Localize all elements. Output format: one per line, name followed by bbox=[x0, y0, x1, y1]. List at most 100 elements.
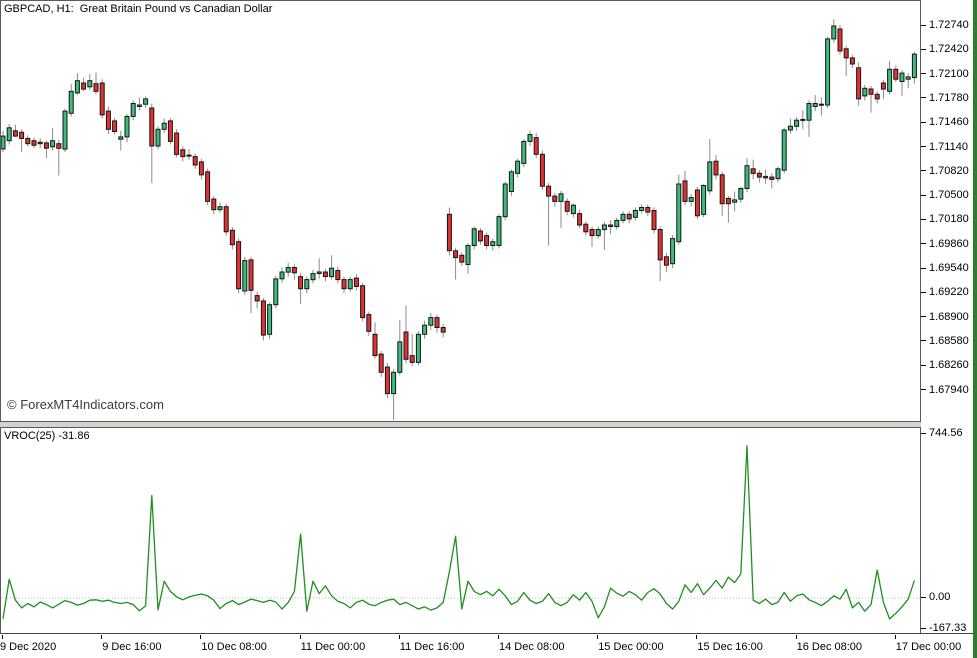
bear-candle-body bbox=[645, 207, 651, 213]
price-axis-label: 1.68900 bbox=[929, 310, 969, 323]
price-axis-tick bbox=[921, 267, 926, 269]
bull-candle-body bbox=[887, 68, 893, 92]
price-axis-tick bbox=[921, 340, 926, 342]
bull-candle-body bbox=[397, 341, 403, 373]
bull-candle-body bbox=[124, 115, 130, 138]
bear-candle-body bbox=[353, 277, 359, 288]
bull-candle-body bbox=[62, 110, 68, 150]
bear-candle-body bbox=[626, 213, 632, 220]
bull-candle-body bbox=[471, 228, 477, 247]
time-axis-label: 11 Dec 00:00 bbox=[300, 641, 366, 653]
price-axis-label: 1.68260 bbox=[929, 359, 969, 372]
time-axis-label: 9 Dec 16:00 bbox=[102, 641, 162, 653]
bear-candle-body bbox=[149, 107, 155, 147]
price-axis-label: 1.70820 bbox=[929, 164, 969, 177]
time-axis-label: 9 Dec 2020 bbox=[0, 641, 57, 653]
bull-candle-body bbox=[620, 213, 626, 221]
bear-candle-body bbox=[434, 317, 440, 329]
bear-candle-body bbox=[378, 353, 384, 373]
bull-candle-body bbox=[595, 229, 601, 237]
bear-candle-body bbox=[459, 254, 465, 263]
bear-candle-body bbox=[880, 82, 886, 90]
price-axis: 1.72740 1.72420 1.72100 1.71780 1.71460 1.711… bbox=[921, 0, 973, 422]
time-axis-tick bbox=[696, 635, 698, 639]
watermark-text: © ForexMT4Indicators.com bbox=[7, 397, 164, 412]
time-axis-label: 16 Dec 08:00 bbox=[796, 641, 863, 653]
bull-candle-body bbox=[701, 185, 707, 215]
price-axis-tick bbox=[921, 170, 926, 172]
bull-candle-body bbox=[316, 271, 322, 274]
bull-candle-body bbox=[68, 90, 74, 114]
bull-candle-body bbox=[6, 127, 12, 142]
bear-candle-body bbox=[236, 241, 242, 290]
bull-candle-body bbox=[787, 125, 793, 131]
bear-candle-body bbox=[533, 137, 539, 155]
bear-candle-body bbox=[174, 132, 180, 155]
bull-candle-body bbox=[136, 104, 142, 107]
bear-candle-body bbox=[229, 229, 235, 246]
bear-candle-body bbox=[874, 93, 880, 100]
vroc-line bbox=[2, 445, 916, 620]
price-axis-label: 1.72740 bbox=[929, 19, 969, 31]
symbol-title: GBPCAD, H1: Great Britain Pound vs Canad… bbox=[4, 3, 273, 15]
bull-candle-body bbox=[50, 140, 56, 148]
bull-candle-body bbox=[347, 279, 353, 290]
bear-candle-body bbox=[186, 154, 192, 157]
bear-candle-body bbox=[657, 229, 663, 261]
price-axis-tick bbox=[921, 97, 926, 99]
bull-candle-body bbox=[781, 129, 787, 171]
bear-candle-body bbox=[192, 156, 198, 166]
bear-candle-body bbox=[440, 327, 446, 333]
time-axis-tick bbox=[398, 635, 400, 639]
bull-candle-body bbox=[812, 103, 818, 107]
price-axis-tick bbox=[921, 291, 926, 293]
bull-candle-body bbox=[155, 128, 161, 147]
bull-candle-body bbox=[614, 219, 620, 227]
bull-candle-body bbox=[217, 206, 223, 211]
price-axis-label: 1.67940 bbox=[929, 383, 969, 396]
bear-candle-body bbox=[43, 142, 49, 149]
bull-candle-body bbox=[707, 161, 713, 192]
bull-candle-body bbox=[831, 25, 837, 40]
price-axis-label: 1.69860 bbox=[929, 237, 969, 250]
page-edge-strip bbox=[973, 0, 977, 658]
bull-candle-body bbox=[428, 317, 434, 326]
bear-candle-body bbox=[198, 161, 204, 176]
pane-divider[interactable] bbox=[0, 422, 921, 427]
time-axis: 9 Dec 2020 9 Dec 16:00 10 Dec 08:00 11 Dec … bbox=[0, 633, 973, 658]
bear-candle-body bbox=[694, 189, 700, 217]
bear-candle-body bbox=[546, 185, 552, 197]
indicator-axis-label: 744.56 bbox=[929, 427, 963, 439]
bear-candle-body bbox=[81, 82, 87, 90]
bull-candle-body bbox=[496, 216, 502, 247]
bull-candle-body bbox=[527, 134, 533, 142]
indicator-axis-tick bbox=[921, 432, 926, 434]
bull-candle-body bbox=[87, 80, 93, 88]
bear-candle-body bbox=[539, 153, 545, 187]
bear-candle-body bbox=[552, 195, 558, 202]
bear-candle-body bbox=[37, 141, 43, 145]
price-axis-label: 1.71780 bbox=[929, 91, 969, 104]
bull-candle-body bbox=[242, 260, 248, 292]
price-axis-tick bbox=[921, 48, 926, 50]
bear-candle-body bbox=[719, 174, 725, 205]
time-axis-label: 11 Dec 16:00 bbox=[399, 641, 465, 653]
time-axis-tick bbox=[498, 635, 499, 639]
bull-candle-body bbox=[118, 136, 124, 140]
bear-candle-body bbox=[577, 213, 583, 226]
price-axis-label: 1.68580 bbox=[929, 334, 969, 347]
bear-candle-body bbox=[105, 110, 111, 130]
bear-candle-body bbox=[93, 83, 99, 92]
vroc-plot bbox=[1, 445, 920, 620]
price-axis-label: 1.72100 bbox=[929, 67, 969, 80]
bull-candle-body bbox=[670, 238, 676, 265]
candlestick-plot bbox=[1, 19, 917, 421]
bear-candle-body bbox=[223, 206, 229, 233]
bear-candle-body bbox=[322, 271, 328, 278]
bull-candle-body bbox=[558, 193, 564, 202]
time-axis-label: 15 Dec 00:00 bbox=[598, 641, 664, 653]
bear-candle-body bbox=[750, 168, 756, 174]
bull-candle-body bbox=[570, 204, 576, 215]
indicator-axis-label: -167.33 bbox=[929, 622, 967, 634]
price-axis-tick bbox=[921, 389, 926, 390]
